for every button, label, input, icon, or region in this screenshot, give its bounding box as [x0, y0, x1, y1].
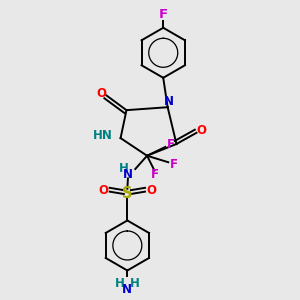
Text: N: N — [122, 283, 132, 296]
Text: H: H — [118, 162, 128, 175]
Text: S: S — [122, 187, 133, 202]
Text: H: H — [130, 277, 140, 290]
Text: O: O — [96, 87, 106, 100]
Text: O: O — [197, 124, 207, 137]
Text: F: F — [169, 158, 178, 171]
Text: F: F — [150, 168, 158, 182]
Text: HN: HN — [93, 129, 113, 142]
Text: N: N — [164, 95, 174, 108]
Text: O: O — [99, 184, 109, 197]
Text: O: O — [146, 184, 156, 197]
Text: H: H — [115, 277, 125, 290]
Text: N: N — [123, 168, 133, 182]
Text: F: F — [159, 8, 168, 21]
Text: F: F — [167, 138, 175, 151]
